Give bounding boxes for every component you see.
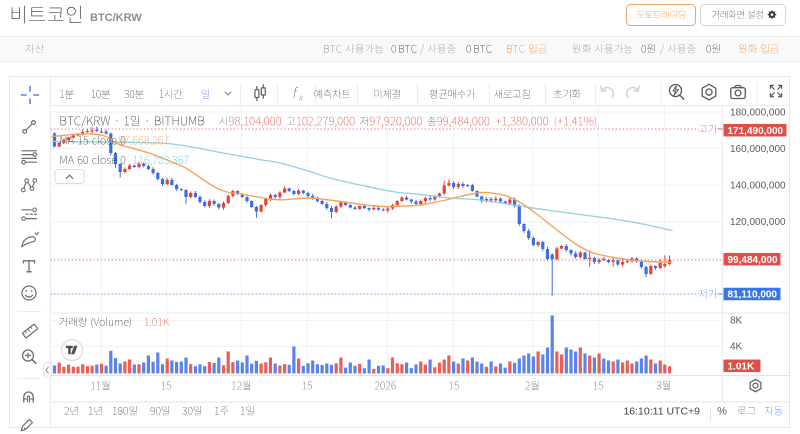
svg-text:8K: 8K <box>730 316 743 327</box>
svg-text:1.01K: 1.01K <box>728 362 755 373</box>
svg-text:BTC/KRW: BTC/KRW <box>90 12 142 24</box>
svg-text:180,000,000: 180,000,000 <box>730 108 786 119</box>
svg-text:4K: 4K <box>730 342 743 353</box>
svg-text:16:10:11 UTC+9: 16:10:11 UTC+9 <box>623 406 700 418</box>
svg-text:81,110,000: 81,110,000 <box>728 290 778 301</box>
svg-text:140,000,000: 140,000,000 <box>730 181 786 192</box>
svg-text:99,484,000: 99,484,000 <box>728 255 778 266</box>
svg-text:%: % <box>717 406 727 418</box>
svg-text:160,000,000: 160,000,000 <box>730 144 786 155</box>
svg-text:120,000,000: 120,000,000 <box>730 217 786 228</box>
svg-text:171,490,000: 171,490,000 <box>728 126 784 137</box>
